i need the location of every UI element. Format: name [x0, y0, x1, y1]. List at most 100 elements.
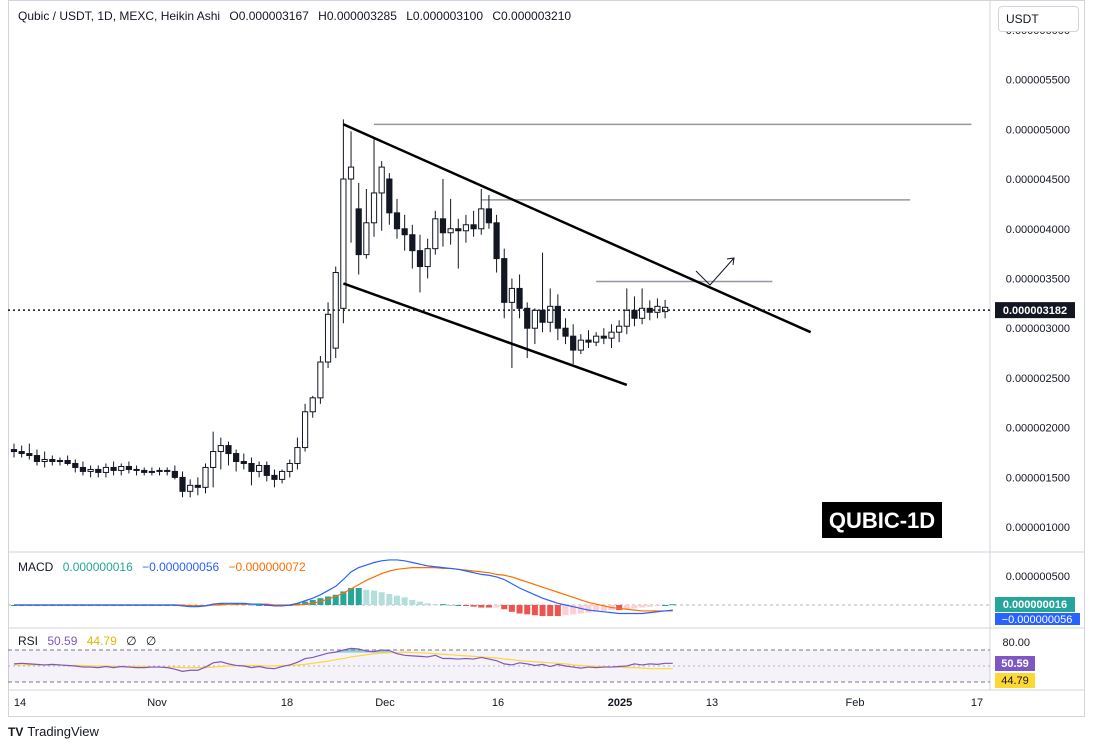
candle[interactable] — [501, 248, 508, 319]
symbol-legend[interactable]: Qubic / USDT, 1D, MEXC, Heikin Ashi O0.0… — [18, 9, 577, 23]
candle[interactable] — [41, 451, 48, 468]
candle[interactable] — [332, 266, 339, 359]
candle[interactable] — [447, 198, 454, 245]
candle[interactable] — [340, 119, 347, 324]
candle[interactable] — [233, 449, 240, 472]
candle[interactable] — [286, 459, 293, 478]
candle[interactable] — [141, 467, 148, 476]
candle[interactable] — [171, 465, 178, 480]
candle[interactable] — [493, 214, 500, 273]
candle[interactable] — [432, 210, 439, 255]
candle[interactable] — [470, 210, 477, 237]
candle[interactable] — [539, 252, 546, 333]
candle[interactable] — [95, 465, 102, 478]
candle[interactable] — [210, 431, 217, 488]
upper-wedge-line[interactable] — [342, 123, 812, 334]
macd-line[interactable] — [14, 559, 673, 615]
candle[interactable] — [64, 455, 71, 466]
candle[interactable] — [133, 465, 140, 476]
candle[interactable] — [547, 288, 554, 333]
candle[interactable] — [187, 479, 194, 498]
candle[interactable] — [202, 463, 209, 494]
ohlc-open: O0.000003167 — [229, 9, 309, 23]
candle[interactable] — [570, 324, 577, 365]
candle[interactable] — [439, 179, 447, 247]
candle[interactable] — [279, 469, 286, 484]
rsi-legend[interactable]: RSI 50.59 44.79 ∅ ∅ — [18, 634, 162, 648]
macd-legend[interactable]: MACD 0.000000016 −0.000000056 −0.0000000… — [18, 560, 312, 574]
candle[interactable] — [110, 461, 117, 476]
candle[interactable] — [455, 218, 462, 269]
candle[interactable] — [577, 334, 584, 355]
candle[interactable] — [148, 467, 155, 476]
candle[interactable] — [324, 302, 332, 368]
candle[interactable] — [393, 198, 401, 239]
candle[interactable] — [462, 214, 470, 243]
candle[interactable] — [164, 467, 171, 476]
candle[interactable] — [600, 328, 607, 345]
candle[interactable] — [401, 214, 408, 251]
candle[interactable] — [248, 457, 255, 486]
candle[interactable] — [179, 471, 186, 498]
candle[interactable] — [554, 294, 561, 341]
candle[interactable] — [156, 467, 163, 476]
candle[interactable] — [26, 443, 33, 460]
candle[interactable] — [18, 445, 25, 458]
candle[interactable] — [355, 183, 362, 275]
candle[interactable] — [72, 459, 79, 473]
candle[interactable] — [424, 238, 431, 279]
candle[interactable] — [256, 461, 263, 478]
candle[interactable] — [508, 278, 515, 368]
candle[interactable] — [363, 188, 370, 259]
candle[interactable] — [416, 234, 424, 293]
candle[interactable] — [33, 449, 41, 466]
rsi-label[interactable]: RSI — [18, 634, 39, 648]
macd-label[interactable]: MACD — [18, 560, 54, 574]
candle[interactable] — [516, 274, 523, 319]
candle[interactable] — [194, 477, 201, 496]
footer-brand[interactable]: TradingView — [27, 724, 99, 739]
candle[interactable] — [386, 173, 393, 225]
candle[interactable] — [585, 330, 592, 349]
candle[interactable] — [87, 465, 94, 478]
candle[interactable] — [217, 437, 224, 470]
candle[interactable] — [347, 131, 355, 243]
candle[interactable] — [240, 453, 247, 470]
candle[interactable] — [623, 288, 630, 335]
currency-selector[interactable]: USDT — [998, 6, 1079, 32]
candle[interactable] — [562, 318, 569, 345]
candle[interactable] — [79, 461, 87, 476]
candle[interactable] — [531, 308, 538, 345]
breakout-arrow[interactable] — [695, 257, 735, 286]
candle[interactable] — [593, 332, 600, 347]
candle[interactable] — [309, 395, 316, 418]
candle[interactable] — [608, 324, 615, 349]
candle[interactable] — [370, 139, 378, 237]
candle[interactable] — [271, 469, 278, 488]
candle[interactable] — [10, 443, 18, 458]
candle[interactable] — [102, 463, 110, 478]
candle[interactable] — [654, 298, 661, 319]
candle[interactable] — [631, 296, 638, 327]
candle[interactable] — [263, 461, 270, 482]
candle[interactable] — [478, 188, 485, 235]
candle[interactable] — [378, 161, 385, 231]
candle[interactable] — [485, 194, 493, 229]
symbol-title[interactable]: Qubic / USDT, 1D, MEXC, Heikin Ashi — [18, 9, 221, 23]
candle[interactable] — [662, 299, 669, 319]
candle[interactable] — [118, 463, 125, 476]
lower-wedge-line[interactable] — [342, 282, 628, 387]
candle[interactable] — [49, 455, 56, 466]
candle[interactable] — [616, 320, 623, 343]
candle[interactable] — [639, 288, 646, 325]
candle[interactable] — [409, 224, 416, 269]
candle[interactable] — [317, 356, 324, 404]
candle[interactable] — [125, 461, 133, 474]
footer[interactable]: TV TradingView — [8, 724, 99, 739]
candle[interactable] — [294, 437, 301, 470]
candle[interactable] — [225, 441, 232, 466]
candle[interactable] — [301, 403, 309, 452]
candle[interactable] — [56, 457, 64, 466]
rsi-line[interactable] — [13, 647, 673, 672]
